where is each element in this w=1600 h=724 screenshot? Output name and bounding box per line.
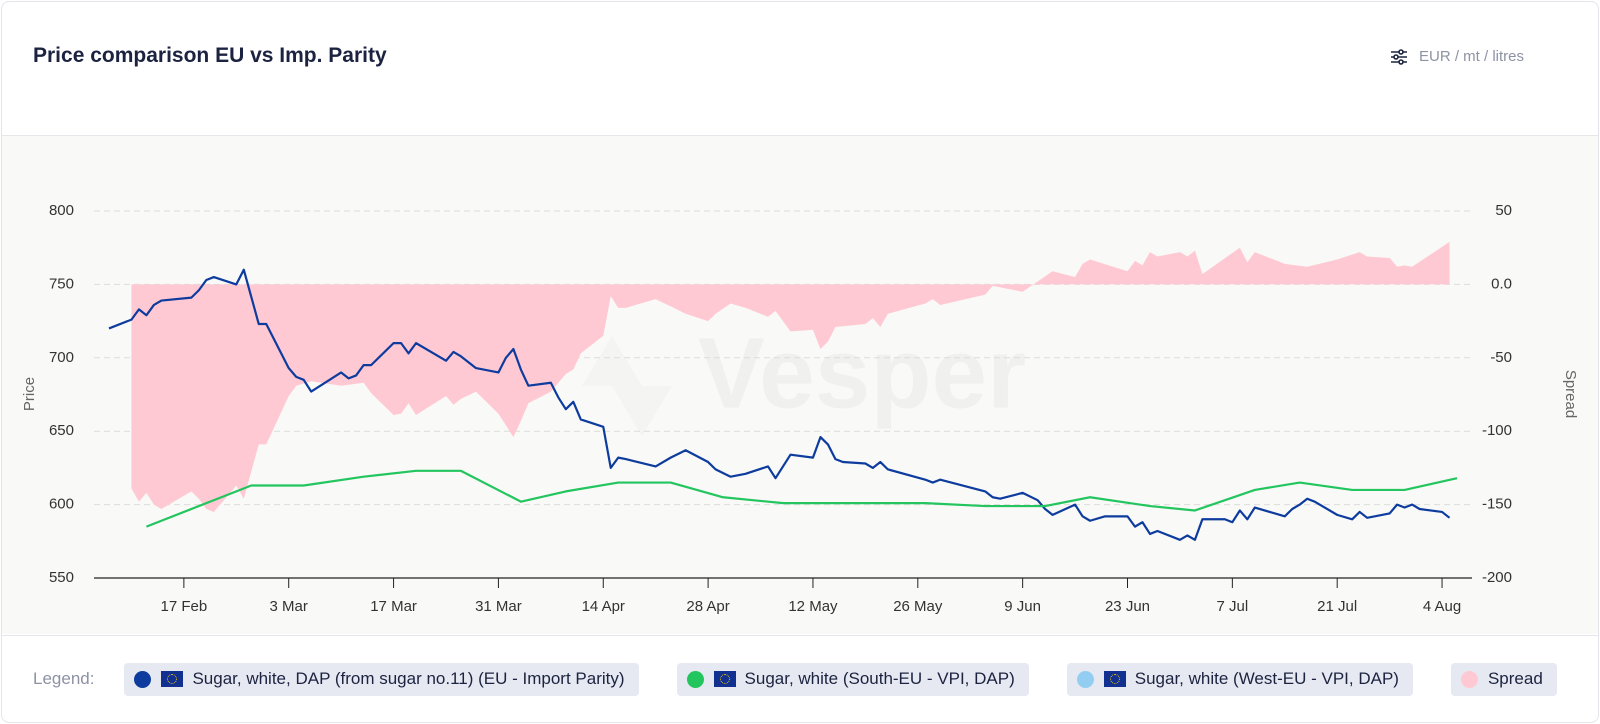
y-tick-label: 600 bbox=[49, 496, 74, 513]
series-line bbox=[146, 469, 1458, 528]
y-tick-label: 800 bbox=[49, 202, 74, 219]
legend-text: Sugar, white (South-EU - VPI, DAP) bbox=[744, 669, 1015, 688]
x-tick-label: 3 Mar bbox=[270, 598, 308, 615]
title: Price comparison EU vs Imp. Parity bbox=[33, 44, 387, 67]
x-tick-label: 9 Jun bbox=[1004, 598, 1041, 615]
y-tick-label: 650 bbox=[49, 422, 74, 439]
legend-swatch bbox=[134, 670, 152, 688]
legend-item[interactable]: Sugar, white (South-EU - VPI, DAP) bbox=[676, 662, 1029, 696]
legend-swatch bbox=[686, 670, 704, 688]
x-tick-label: 21 Jul bbox=[1317, 598, 1357, 615]
y2-tick-label: 50 bbox=[1495, 202, 1512, 219]
eu-flag bbox=[1103, 671, 1126, 687]
plot-area: Vesper Price Spread 550 600 650 700 750 800 -2… bbox=[2, 136, 1598, 634]
x-tick-label: 7 Jul bbox=[1217, 598, 1249, 615]
x-tick-label: 26 May bbox=[893, 598, 943, 615]
y2-axis-label: Spread bbox=[1562, 370, 1579, 418]
y2-tick-label: -50 bbox=[1490, 349, 1512, 366]
chart: Vesper Price Spread 550 600 650 700 750 800 -2… bbox=[21, 202, 1579, 615]
legend-text: Sugar, white, DAP (from sugar no.11) (EU… bbox=[192, 669, 625, 688]
eu-flag bbox=[713, 671, 736, 687]
legend-text: Sugar, white (West-EU - VPI, DAP) bbox=[1134, 669, 1399, 688]
x-tick-label: 23 Jun bbox=[1105, 598, 1150, 615]
x-tick-label: 28 Apr bbox=[686, 598, 729, 615]
spread-area bbox=[131, 241, 1450, 512]
legend: Legend: Sugar, white, DAP (from sugar no… bbox=[2, 635, 1598, 722]
legend-swatch bbox=[1460, 670, 1478, 688]
x-tick-label: 12 May bbox=[788, 598, 838, 615]
header: Price comparison EU vs Imp. Parity EUR /… bbox=[2, 2, 1598, 136]
y-axis-label: Price bbox=[21, 377, 38, 411]
y-tick-label: 550 bbox=[49, 569, 74, 586]
x-tick-label: 14 Apr bbox=[582, 598, 625, 615]
y2-tick-label: -100 bbox=[1482, 422, 1512, 439]
y-tick-label: 700 bbox=[49, 349, 74, 366]
watermark-logo bbox=[582, 336, 672, 436]
settings-icon[interactable] bbox=[1390, 49, 1408, 65]
x-tick-label: 31 Mar bbox=[475, 598, 522, 615]
legend-swatch bbox=[1076, 670, 1094, 688]
legend-text: Spread bbox=[1487, 669, 1543, 688]
y2-tick-label: 0.0 bbox=[1491, 275, 1512, 292]
legend-item[interactable]: Spread bbox=[1450, 662, 1557, 696]
watermark: Vesper bbox=[698, 317, 1026, 429]
unit-selector[interactable]: EUR / mt / litres bbox=[1418, 48, 1524, 65]
eu-flag bbox=[161, 671, 184, 687]
legend-item[interactable]: Sugar, white (West-EU - VPI, DAP) bbox=[1066, 662, 1413, 696]
legend-item[interactable]: Sugar, white, DAP (from sugar no.11) (EU… bbox=[124, 662, 639, 696]
x-tick-label: 17 Mar bbox=[370, 598, 417, 615]
legend-label: Legend: bbox=[33, 669, 95, 688]
y-tick-label: 750 bbox=[49, 275, 74, 292]
x-tick-label: 4 Aug bbox=[1423, 598, 1461, 615]
series-line bbox=[108, 268, 1451, 541]
y2-tick-label: -200 bbox=[1482, 569, 1512, 586]
y2-tick-label: -150 bbox=[1482, 496, 1512, 513]
x-tick-label: 17 Feb bbox=[161, 598, 208, 615]
